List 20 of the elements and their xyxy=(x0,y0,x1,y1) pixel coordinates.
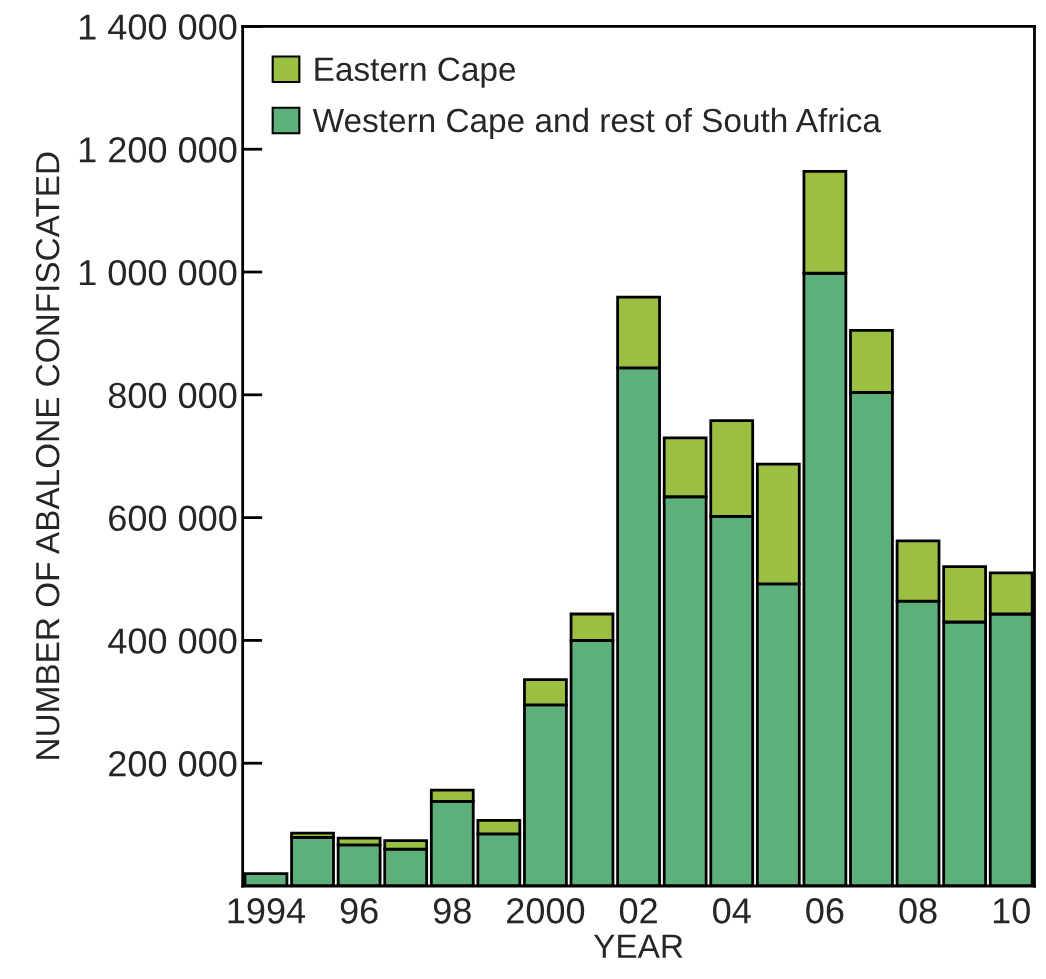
x-tick-label: 06 xyxy=(806,898,844,924)
x-axis-title: YEAR xyxy=(593,934,683,958)
y-tick-label: 1 000 000 xyxy=(79,259,237,286)
legend-label: Eastern Cape xyxy=(315,57,516,88)
x-tick-label: 96 xyxy=(340,898,378,924)
legend-label: Western Cape and rest of South Africa xyxy=(312,107,881,139)
y-tick-label: 400 000 xyxy=(108,628,237,654)
y-axis-title: NUMBER OF ABALONE CONFISCATED xyxy=(35,152,60,759)
x-tick-label: 04 xyxy=(713,898,751,924)
x-tick-label: 02 xyxy=(619,898,657,924)
x-tick-label: 98 xyxy=(433,898,471,924)
y-tick-label: 600 000 xyxy=(109,505,237,532)
x-tick-label: 2000 xyxy=(507,898,585,924)
x-tick-label: 08 xyxy=(899,898,937,924)
y-tick-label: 200 000 xyxy=(109,751,237,777)
y-tick-label: 1 200 000 xyxy=(79,137,237,163)
x-tick-label: 1994 xyxy=(228,898,306,924)
y-tick-label: 1 400 000 xyxy=(79,14,237,40)
x-tick-label: 10 xyxy=(993,898,1030,924)
y-tick-label: 800 000 xyxy=(108,382,237,409)
